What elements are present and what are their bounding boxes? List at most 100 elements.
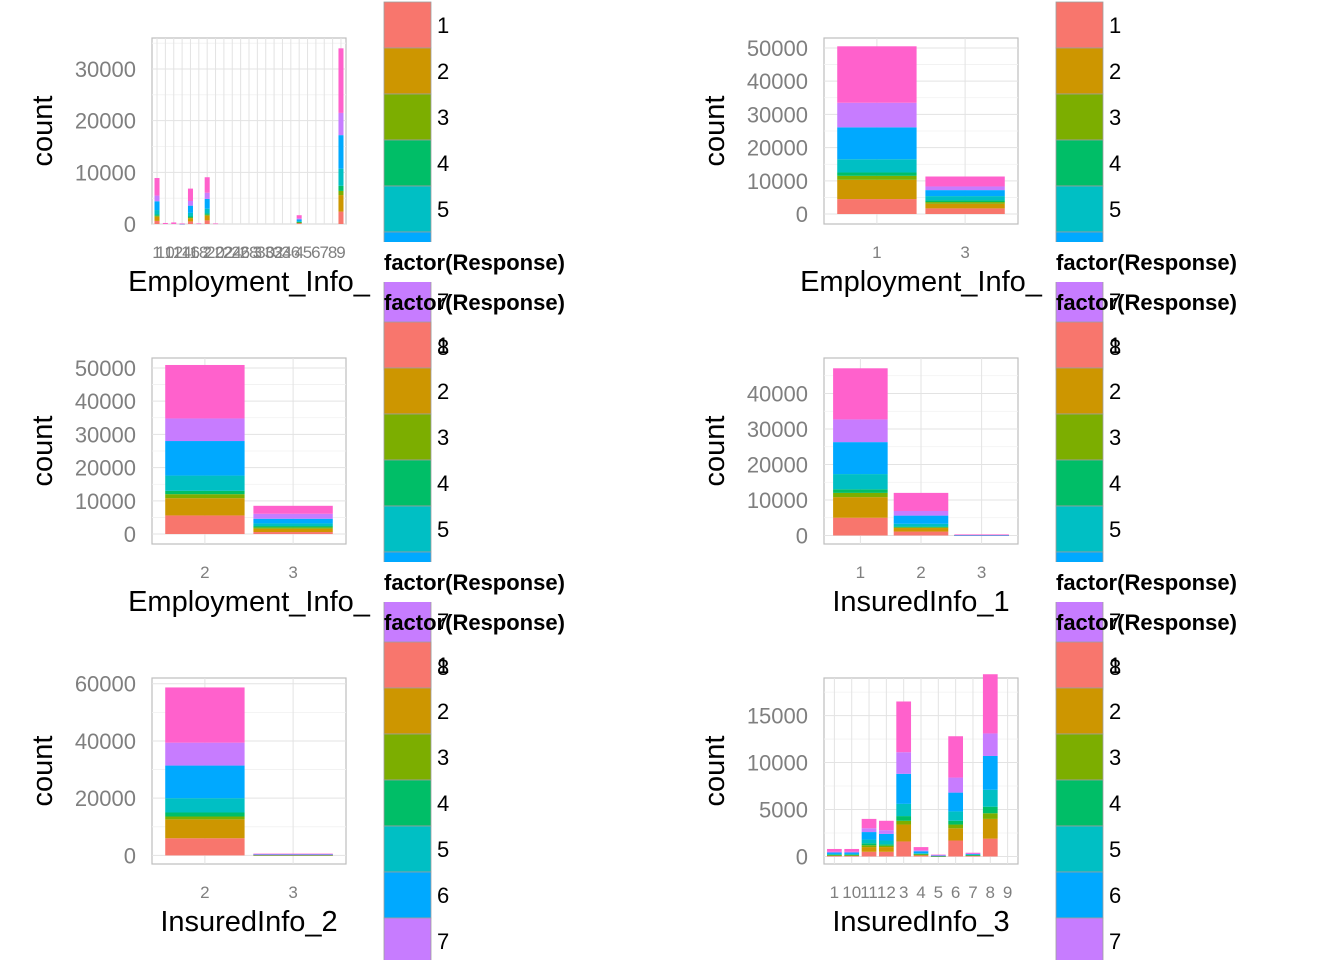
x-tick-label: 4 (294, 243, 303, 262)
legend-label: 1 (437, 13, 449, 38)
bar-segment (913, 847, 929, 851)
legend-label: 8 (1109, 335, 1121, 360)
bar-segment (204, 213, 210, 215)
y-tick-label: 10000 (75, 489, 136, 514)
y-tick-label: 40000 (75, 729, 136, 754)
legend-key (383, 185, 432, 233)
y-tick-label: 20000 (75, 456, 136, 481)
bar-segment (154, 210, 160, 215)
legend-title: factor(Response) (384, 290, 565, 315)
legend-key (383, 459, 432, 507)
x-tick-label: 3 (977, 563, 986, 582)
bar-segment (338, 112, 344, 136)
legend-label: 2 (1109, 59, 1121, 84)
legend-title: factor(Response) (384, 250, 565, 275)
bar-segment (204, 215, 210, 221)
y-tick-label: 30000 (747, 102, 808, 127)
x-tick-label: 3 (288, 883, 297, 902)
bar-segment (165, 765, 245, 799)
x-tick-label: 9 (1003, 883, 1012, 902)
x-axis-title: Employment_Info_ (128, 586, 371, 618)
y-tick-label: 50000 (75, 356, 136, 381)
legend-label: 8 (437, 335, 449, 360)
bar-segment (844, 848, 860, 852)
chart-panel-2: 0 10000 20000 30000 40000 50000 1 3 Employment_I… (699, 36, 1043, 298)
bar-segment (296, 223, 302, 224)
legend-label: 6 (437, 883, 449, 908)
x-tick-label: 10 (156, 243, 175, 262)
bar-segment (165, 441, 245, 476)
bar-segment (165, 819, 245, 839)
bar-segment (913, 854, 929, 856)
bar-segment (837, 159, 917, 173)
bar-segment (948, 828, 964, 841)
x-tick-label: 14 (173, 243, 192, 262)
bar-segment (338, 185, 344, 191)
bar-segment (833, 489, 888, 493)
y-tick-label: 50000 (747, 36, 808, 61)
legend: factor(Response) 1 2 3 4 5 6 7 8 (383, 610, 565, 960)
bar-segment (187, 205, 193, 213)
y-tick-label: 20000 (747, 452, 808, 477)
bar-segment (833, 517, 888, 536)
bar-segment (982, 813, 998, 819)
bar-segment (154, 195, 160, 202)
bar-segment (165, 838, 245, 856)
x-tick-label: 3 (960, 243, 969, 262)
y-tick-label: 30000 (747, 417, 808, 442)
x-tick-label: 6 (951, 883, 960, 902)
y-tick-label: 0 (124, 522, 136, 547)
bar-segment (165, 816, 245, 820)
legend-key (383, 139, 432, 187)
x-tick-label: 16 (181, 243, 200, 262)
bar-segment (982, 806, 998, 814)
legend-label: 3 (437, 425, 449, 450)
bar-segment (896, 803, 912, 817)
legend-key (1055, 321, 1104, 369)
bar-segment (827, 854, 842, 856)
bar-segment (893, 528, 949, 532)
bar-segment (878, 844, 894, 846)
bar-segment (896, 701, 912, 753)
bar-segment (187, 212, 193, 217)
bar-segment (827, 851, 842, 853)
bar-segment (165, 364, 245, 419)
x-tick-label: 4 (916, 883, 925, 902)
bar-segment (833, 419, 888, 443)
bar-segment (913, 850, 929, 852)
bar-segment (253, 527, 333, 529)
x-tick-label: 34 (273, 243, 292, 262)
legend-key (383, 367, 432, 415)
bar-segment (948, 820, 964, 825)
bar-segment (296, 218, 302, 220)
bar-segment (965, 854, 981, 856)
legend-key (1055, 139, 1104, 187)
y-tick-label: 10000 (75, 160, 136, 185)
y-tick-label: 40000 (747, 381, 808, 406)
chart-panel-1: 0 10000 20000 30000 110121416182202224262833… (27, 37, 371, 298)
x-tick-label: 7 (320, 243, 329, 262)
legend-label: 4 (1109, 791, 1121, 816)
x-tick-label: 6 (311, 243, 320, 262)
x-tick-label: 8 (986, 883, 995, 902)
bar-segment (982, 838, 998, 857)
legend-title: factor(Response) (384, 570, 565, 595)
legend-key (1055, 93, 1104, 141)
bar-segment (982, 789, 998, 807)
bar-segment (896, 816, 912, 821)
bar-segment (296, 219, 302, 222)
legend-title-backdrop (1054, 242, 1274, 282)
legend-key (383, 321, 432, 369)
bar-segment (204, 220, 210, 224)
bar-segment (913, 853, 929, 854)
bar-segment (204, 177, 210, 193)
y-tick-label: 10000 (747, 488, 808, 513)
bar-segment (948, 824, 964, 829)
bar-segment (827, 852, 842, 854)
x-tick-label: 22 (214, 243, 233, 262)
legend-title: factor(Response) (1056, 290, 1237, 315)
legend-label: 5 (437, 837, 449, 862)
bar-segment (187, 216, 193, 218)
legend-key (383, 825, 432, 873)
y-axis-title: count (699, 96, 731, 167)
